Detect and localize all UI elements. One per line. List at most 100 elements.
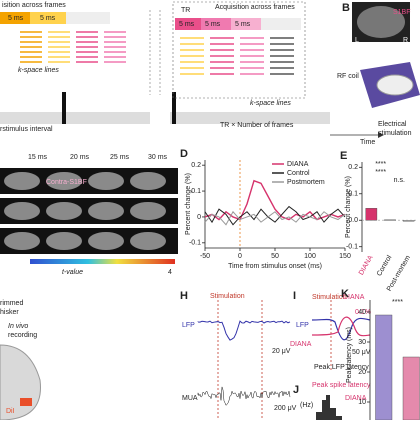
g-text: In vivo [8,323,28,330]
interval-bar [170,112,330,124]
bar [384,219,396,221]
peak-label: Peak spike latency [312,382,371,389]
panel-label: J [293,384,299,396]
colorbar [30,259,175,264]
frames-label: TR × Number of frames [220,122,294,129]
diana-label: DIANA [290,341,312,348]
slice [4,232,40,250]
annotation: **** [375,169,386,176]
rat [376,74,414,96]
time-label: 20 ms [70,154,90,161]
slice [46,232,82,250]
scale-label: 200 μV [274,405,297,412]
frame-box [201,18,231,30]
trace-label: MUA [182,395,198,402]
series-line [204,179,346,221]
lfp-trace [197,320,291,341]
frame-box [66,12,110,24]
panel-label: I [293,290,296,302]
y-tick-label: 40 [358,309,366,316]
diana-label: DIANA [343,294,365,301]
slice [46,202,82,220]
slice [88,202,124,220]
interval-bar [0,112,150,124]
stim-pulse [172,92,176,124]
frame-box [30,12,66,24]
bar [402,356,420,421]
lfp-trace [311,317,371,341]
y-tick-label: 0 [197,214,201,221]
legend-label: DIANA [287,161,309,168]
stim-pulse [62,92,66,124]
kspace-label: k-space lines [250,100,291,107]
bracket [149,10,161,95]
slice [88,172,124,190]
peak-label: Peak LFP latency [314,364,369,371]
y-tick-label: -0.1 [189,240,201,247]
time-label: 30 ms [148,154,168,161]
time-label: Time [360,139,375,146]
bar [375,314,393,421]
y-tick-label: 0.2 [348,164,358,171]
annotation: **** [375,161,386,168]
x-axis-label: Time from stimulus onset (ms) [228,263,322,270]
box-label: 5 ms [235,21,251,28]
legend-label: Postmortem [287,179,325,186]
interval-label: rstimulus interval [0,126,53,133]
frame-box [261,18,301,30]
x-tick-label: 150 [339,253,351,260]
box-label: 5 ms [205,21,221,28]
arrow-head [378,132,384,138]
panel-label: K [341,288,349,300]
region-label: S1BF [393,9,411,16]
annotation: n.s. [394,177,405,184]
slice [4,202,40,220]
x-tick-label: DIANA [358,254,375,276]
mua-trace [197,386,291,406]
coil-label: RF coil [337,73,359,80]
bracket [172,1,306,99]
slice [130,172,166,190]
l-label: L [355,37,359,44]
y-axis-label: Peak latency (ms) [346,327,353,383]
traces [197,320,291,406]
x-tick-label: Control [376,254,394,277]
lfp-label: LFP [296,322,309,329]
box-label: 5 ms [8,15,24,22]
slice [88,232,124,250]
y-tick-label: 30 [358,339,366,346]
bar [365,208,378,221]
series-line [204,210,346,226]
x-tick-label: 100 [304,253,316,260]
frame-box [231,18,261,30]
diana-trace [311,316,371,337]
slice [130,202,166,220]
scale-label: 20 μV [272,348,291,355]
slice [130,232,166,250]
box-label: 5 ms [40,15,56,22]
stim-line [217,300,263,420]
stim-label: stimulation [378,130,412,137]
y-tick-label: 0.1 [348,191,358,198]
frame-box [0,12,30,24]
scale-label: 50 μV [352,349,371,356]
slices [0,168,178,254]
panel-label: B [342,2,350,14]
spike-histogram [316,395,342,420]
hz-label: (Hz) [300,402,313,409]
slice [46,172,82,190]
k-space-lines [20,31,294,75]
frame-box [175,18,201,30]
region-label: Contra-S1BF [46,179,87,186]
time-label: 25 ms [110,154,130,161]
y-tick-label: 0.2 [191,162,201,169]
colorbar-label: t-value [62,269,83,276]
stim-label: Stimulation [312,294,347,301]
stim-label: Electrical [378,121,407,128]
tr: TR [181,7,190,14]
r-label: R [403,37,408,44]
panel-label: H [180,290,188,302]
box-label: 5 ms [179,21,195,28]
colorbar-max: 4 [168,269,172,276]
